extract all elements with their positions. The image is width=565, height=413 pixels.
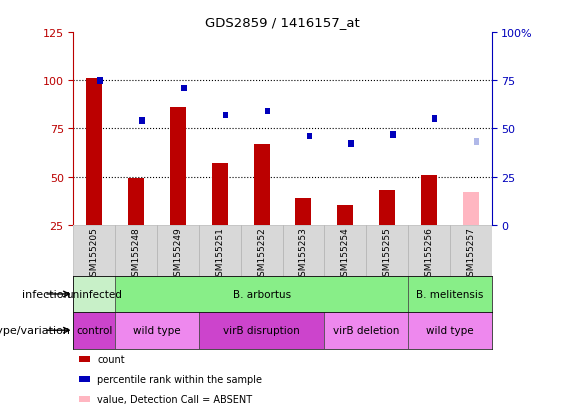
Bar [115,312,199,349]
Bar [241,225,282,277]
Text: B. melitensis: B. melitensis [416,289,484,299]
Bar [450,225,492,277]
Bar [390,131,395,138]
Bar [324,225,366,277]
Text: GSM155254: GSM155254 [341,227,350,281]
Text: virB deletion: virB deletion [333,325,399,335]
Bar [474,139,479,146]
Bar [379,190,395,225]
Text: B. arbortus: B. arbortus [233,289,290,299]
Bar [463,192,479,225]
Bar [295,198,311,225]
Bar [254,145,270,225]
Bar [408,277,492,312]
Bar [73,277,115,312]
Bar [349,141,354,148]
Bar [366,225,408,277]
Text: virB disruption: virB disruption [223,325,300,335]
Text: GSM155249: GSM155249 [173,227,182,281]
Bar [307,133,312,140]
Bar [181,85,186,92]
Text: GSM155252: GSM155252 [257,227,266,281]
Bar [170,108,186,225]
Bar [408,225,450,277]
Bar [73,312,115,349]
Bar [421,175,437,225]
Text: wild type: wild type [426,325,473,335]
Bar [432,116,437,123]
Text: uninfected: uninfected [67,289,122,299]
Text: GSM155251: GSM155251 [215,227,224,281]
Text: infection: infection [22,289,71,299]
Bar [115,225,157,277]
Bar [408,312,492,349]
Bar [199,312,324,349]
Text: control: control [76,325,112,335]
Bar [73,225,115,277]
Text: GSM155255: GSM155255 [383,227,392,281]
Text: percentile rank within the sample: percentile rank within the sample [97,374,262,384]
Bar [86,79,102,225]
Text: GSM155256: GSM155256 [424,227,433,281]
Bar [157,225,199,277]
Bar [282,225,324,277]
Bar [199,225,241,277]
Bar [212,164,228,225]
Text: GSM155257: GSM155257 [466,227,475,281]
Bar [115,277,408,312]
Bar [223,112,228,119]
Bar [265,109,270,115]
Text: genotype/variation: genotype/variation [0,325,71,335]
Text: count: count [97,354,125,364]
Text: wild type: wild type [133,325,181,335]
Text: GSM155253: GSM155253 [299,227,308,281]
Text: GSM155205: GSM155205 [90,227,99,281]
Bar [337,206,353,225]
Bar [140,118,145,125]
Bar [128,179,144,225]
Bar [324,312,408,349]
Text: GSM155248: GSM155248 [132,227,141,281]
Text: value, Detection Call = ABSENT: value, Detection Call = ABSENT [97,394,253,404]
Title: GDS2859 / 1416157_at: GDS2859 / 1416157_at [205,16,360,29]
Bar [98,78,103,84]
